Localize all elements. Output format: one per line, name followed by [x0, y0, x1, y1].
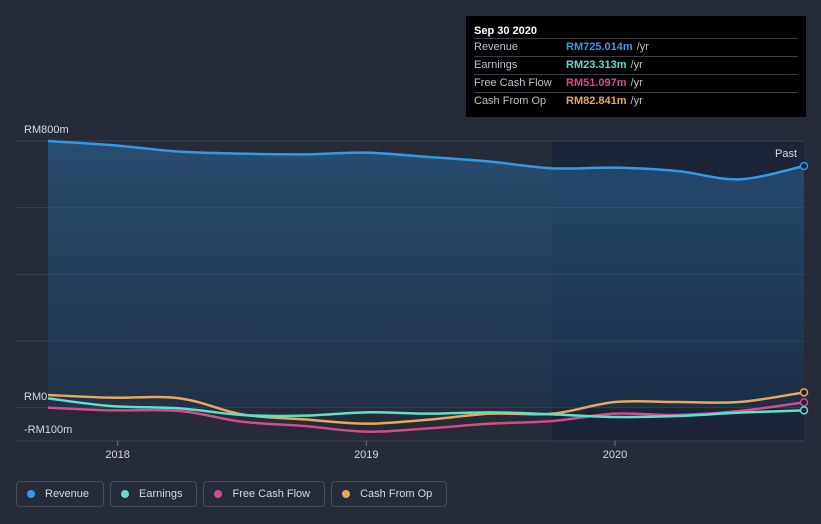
series-end-dot-free-cash-flow [799, 398, 809, 407]
series-line-revenue [47, 139, 805, 181]
series-end-dot-revenue [799, 161, 809, 171]
tooltip-value: RM51.097m [566, 77, 627, 89]
tooltip-unit: /yr [630, 77, 643, 89]
tooltip-row-free-cash-flow: Free Cash Flow RM51.097m /yr [474, 74, 798, 92]
tooltip-row-cash-from-op: Cash From Op RM82.841m /yr [474, 92, 798, 110]
legend-label: Earnings [139, 488, 183, 500]
series-line-earnings [47, 397, 805, 419]
legend-dot-icon [121, 490, 130, 498]
x-tick-label: 2018 [105, 449, 129, 461]
series-end-dot-cash-from-op [799, 388, 809, 397]
legend-item-free-cash-flow[interactable]: Free Cash Flow [203, 481, 326, 507]
series-end-dot-earnings [799, 406, 809, 415]
tooltip-label: Earnings [474, 59, 518, 71]
legend: Revenue Earnings Free Cash Flow Cash Fro… [16, 481, 448, 507]
tooltip-label: Revenue [474, 41, 519, 53]
legend-dot-icon [214, 490, 223, 498]
legend-label: Free Cash Flow [232, 488, 311, 500]
tooltip-row-revenue: Revenue RM725.014m /yr [474, 38, 798, 56]
tooltip-unit: /yr [636, 41, 649, 53]
x-axis-ticks: 2018 2019 2020 [105, 441, 627, 461]
x-tick-label: 2019 [354, 449, 378, 461]
series-end-dots [799, 161, 809, 415]
tooltip-label: Cash From Op [474, 95, 547, 107]
past-label: Past [775, 148, 797, 160]
tooltip-value: RM23.313m [566, 59, 627, 71]
legend-dot-icon [342, 490, 351, 498]
tooltip-label: Free Cash Flow [474, 77, 552, 89]
legend-item-revenue[interactable]: Revenue [16, 481, 105, 507]
tooltip-unit: /yr [630, 59, 643, 71]
revenue-area [48, 141, 804, 408]
tooltip-unit: /yr [630, 95, 643, 107]
x-tick-label: 2020 [603, 449, 627, 461]
y-axis-label-top: RM800m [24, 124, 69, 136]
y-axis-label-zero: RM0 [24, 391, 47, 403]
legend-dot-icon [27, 490, 35, 498]
legend-item-cash-from-op[interactable]: Cash From Op [331, 481, 448, 507]
legend-label: Cash From Op [360, 488, 433, 500]
tooltip-date: Sep 30 2020 [474, 25, 537, 37]
series-line-cash-from-op [47, 391, 805, 425]
tooltip-value: RM725.014m [566, 41, 633, 53]
tooltip-row-earnings: Earnings RM23.313m /yr [474, 56, 798, 74]
y-axis-label-bottom: -RM100m [24, 424, 72, 436]
series-lines [47, 139, 805, 433]
tooltip-value: RM82.841m [566, 95, 627, 107]
legend-item-earnings[interactable]: Earnings [110, 481, 198, 507]
tooltip: Sep 30 2020 Revenue RM725.014m /yr Earni… [466, 16, 806, 117]
legend-label: Revenue [45, 488, 90, 500]
